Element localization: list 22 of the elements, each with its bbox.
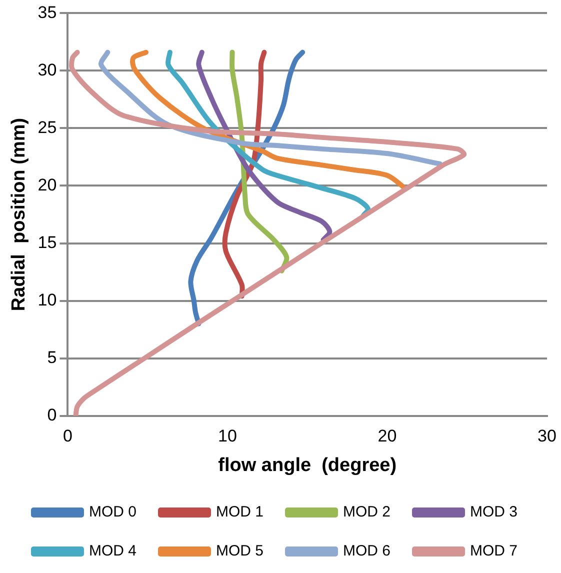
legend-label: MOD 3 [470,504,518,521]
x-tick-label: 30 [538,426,556,446]
legend-label: MOD 5 [216,542,264,560]
y-tick-label: 10 [38,290,57,310]
legend-label: MOD 2 [343,504,391,521]
y-tick-label: 35 [38,2,57,22]
legend-label: MOD 1 [216,504,264,521]
x-axis-title: flow angle (degree) [218,454,397,476]
y-tick-label: 0 [47,405,57,424]
x-tick-label: 0 [62,426,72,446]
y-tick-label: 5 [47,348,57,367]
y-tick-label: 15 [38,232,57,252]
y-tick-label: 30 [38,60,57,80]
legend-label: MOD 4 [88,542,137,560]
legend-label: MOD 0 [88,504,137,521]
x-tick-label: 20 [378,426,397,446]
x-tick-label: 10 [218,426,237,446]
legend-label: MOD 7 [470,542,518,560]
legend-label: MOD 6 [343,542,391,560]
y-axis-title: Radial position (mm) [8,118,30,312]
y-tick-label: 25 [38,118,57,137]
y-tick-label: 20 [38,175,57,194]
